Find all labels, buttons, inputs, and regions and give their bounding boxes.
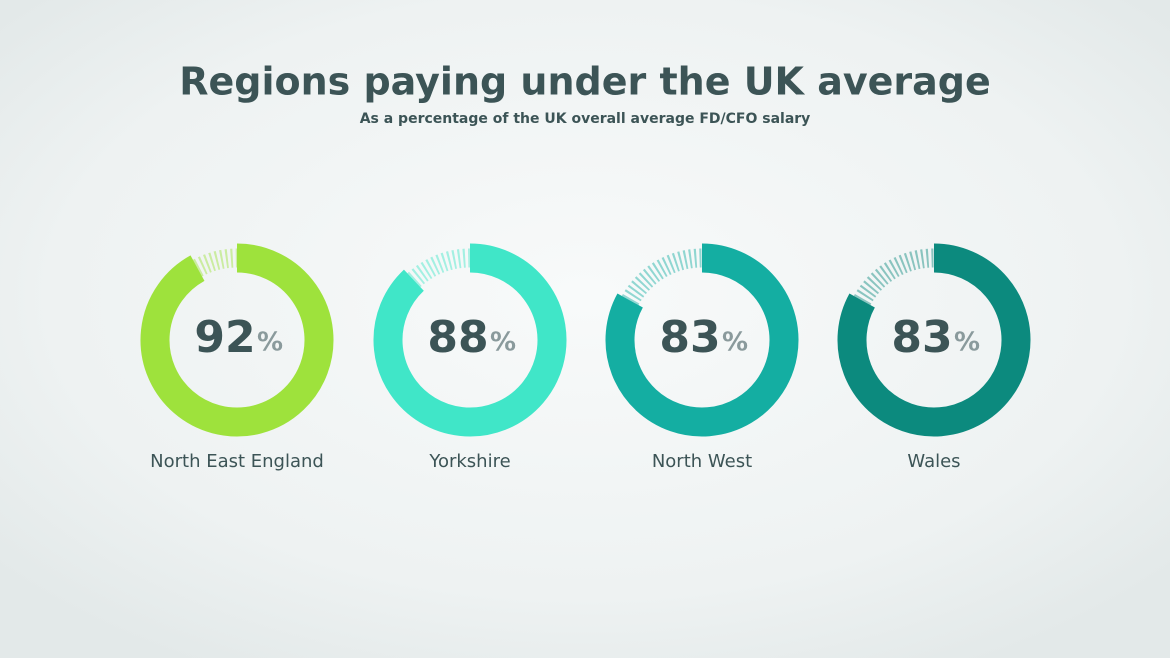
category-label: Yorkshire (428, 451, 510, 472)
category-label: Wales (907, 451, 960, 472)
chart-title: Regions paying under the UK average (179, 60, 991, 104)
value-unit: % (722, 328, 748, 358)
value-unit: % (257, 328, 283, 358)
value-label: 83 (891, 312, 952, 363)
value-label: 88 (427, 312, 488, 363)
chart-subtitle: As a percentage of the UK overall averag… (360, 111, 811, 127)
remainder-hatch (407, 248, 471, 288)
donut-arc (837, 243, 1031, 437)
donut-arc (373, 243, 567, 437)
donut-arc (605, 243, 799, 437)
value-unit: % (490, 328, 516, 358)
donut-arc (140, 243, 334, 437)
value-unit: % (954, 328, 980, 358)
category-label: North East England (150, 451, 324, 472)
category-label: North West (652, 451, 752, 472)
remainder-hatch (192, 248, 238, 277)
value-label: 92 (194, 312, 255, 363)
value-label: 83 (659, 312, 720, 363)
